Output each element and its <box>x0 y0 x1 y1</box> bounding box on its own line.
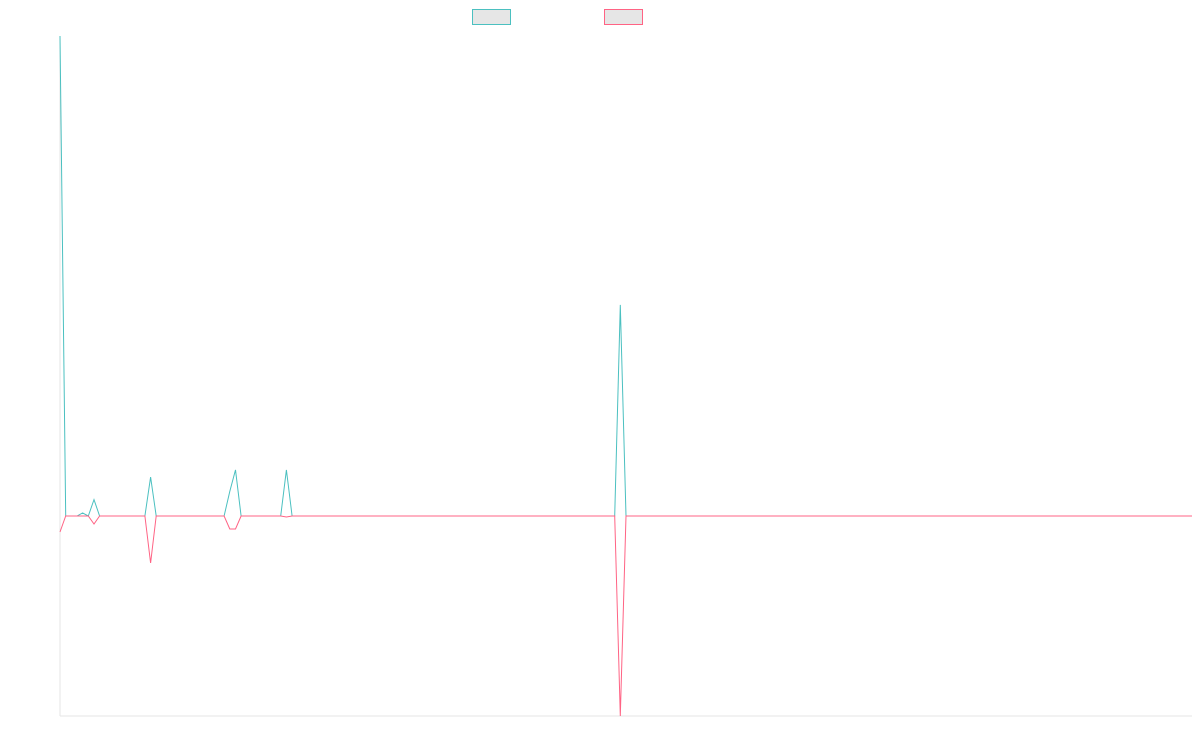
series-line-1 <box>59 35 1192 517</box>
series-line-2 <box>59 515 1192 717</box>
series-layer <box>59 35 1192 717</box>
legend-swatch-series-2[interactable] <box>604 9 643 25</box>
legend-swatch-series-1[interactable] <box>472 9 511 25</box>
